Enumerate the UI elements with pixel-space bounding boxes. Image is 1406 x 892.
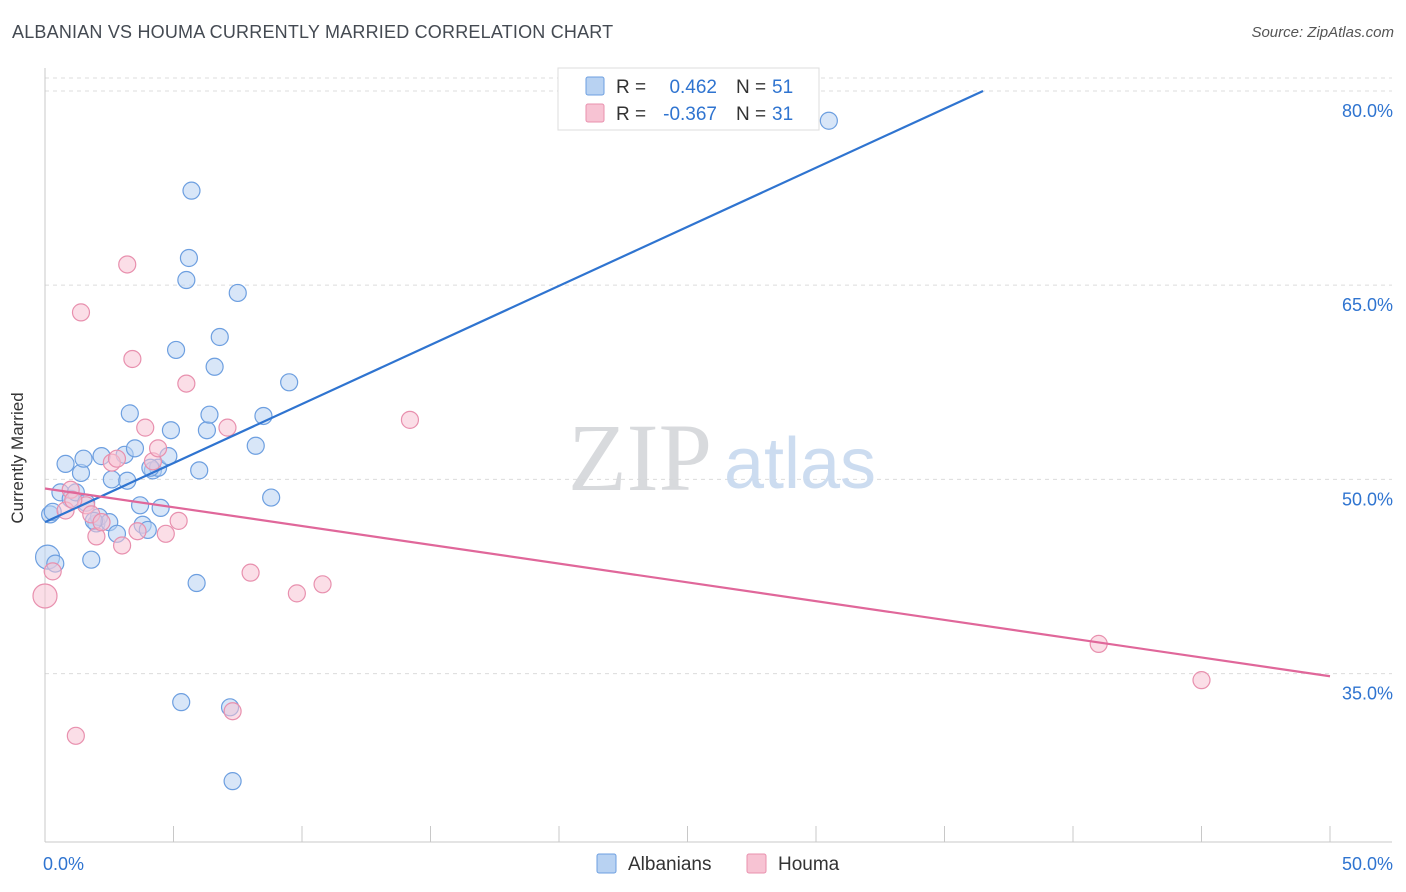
x-tick-label: 50.0% (1342, 854, 1393, 874)
albanians-point (210, 327, 229, 347)
albanians-point (102, 470, 121, 489)
albanians-point (179, 248, 199, 268)
houma-point (1192, 671, 1211, 690)
houma-point (43, 562, 62, 581)
houma-point (71, 303, 91, 322)
albanians-point (223, 772, 242, 791)
albanians-point (130, 496, 150, 515)
legend-swatch-houma (746, 853, 767, 874)
albanians-point (182, 181, 201, 200)
houma-point (218, 418, 237, 437)
houma-point (136, 418, 155, 437)
albanians-point (172, 693, 191, 712)
x-tick-label: 0.0% (43, 854, 84, 874)
chart-title: ALBANIAN VS HOUMA CURRENTLY MARRIED CORR… (12, 22, 614, 42)
houma-point (112, 536, 132, 555)
stats-n-label: N = (736, 104, 766, 125)
houma-point (287, 584, 306, 603)
albanians-point (161, 421, 181, 440)
stats-swatch (585, 103, 605, 123)
watermark: ZIP atlas (568, 404, 876, 511)
stats-r-value: -0.367 (663, 104, 717, 125)
houma-point (400, 410, 420, 429)
houma-point (32, 583, 58, 609)
stats-swatch (585, 76, 605, 96)
series-legend: Albanians Houma (596, 853, 840, 875)
albanians-point (205, 357, 224, 376)
houma-point (66, 726, 85, 745)
albanians-trend-line (44, 89, 984, 524)
albanians-point (125, 439, 145, 458)
albanians-point (246, 436, 265, 455)
y-tick-label: 80.0% (1342, 101, 1393, 121)
albanians-point (74, 449, 93, 468)
houma-point (128, 522, 147, 541)
stats-n-value: 51 (772, 77, 793, 98)
source-label: Source: ZipAtlas.com (1251, 24, 1394, 41)
stats-r-value: 0.462 (669, 77, 717, 98)
albanians-point (200, 405, 219, 424)
houma-point (148, 439, 168, 458)
albanians-point (177, 270, 196, 290)
houma-point (169, 511, 188, 530)
houma-point (223, 702, 242, 721)
houma-point (156, 524, 175, 543)
legend-label-houma: Houma (778, 854, 840, 875)
albanians-point (280, 373, 299, 392)
albanians-point (187, 573, 206, 593)
trend-lines (44, 89, 1331, 678)
albanians-point (82, 550, 101, 569)
albanians-point (819, 111, 838, 130)
albanians-point (197, 421, 217, 440)
stats-r-label: R = (616, 104, 646, 125)
albanians-point (228, 283, 247, 303)
stats-n-label: N = (736, 77, 766, 98)
y-axis-label: Currently Married (8, 392, 27, 524)
legend-label-albanians: Albanians (628, 854, 711, 875)
albanians-point (120, 404, 139, 423)
houma-point (92, 513, 111, 532)
albanians-point (151, 498, 170, 518)
albanians-point (56, 454, 75, 473)
y-tick-label: 50.0% (1342, 489, 1393, 509)
houma-point (107, 449, 127, 468)
albanians-point (190, 461, 209, 480)
stats-legend: R = 0.462 N = 51 R = -0.367 N = 31 (557, 67, 820, 131)
houma-point (241, 563, 260, 582)
houma-trend-line (44, 487, 1331, 678)
houma-point (313, 575, 332, 594)
legend-swatch-albanians (596, 853, 617, 874)
gridlines (45, 77, 1392, 675)
stats-r-label: R = (616, 77, 646, 98)
houma-point (177, 374, 196, 393)
watermark-zip: ZIP (568, 404, 712, 511)
axes (44, 68, 1392, 843)
stats-n-value: 31 (772, 104, 793, 125)
tick-labels: 35.0% 50.0% 65.0% 80.0% 0.0% 50.0% (43, 101, 1393, 874)
y-tick-label: 35.0% (1342, 684, 1393, 704)
watermark-atlas: atlas (724, 424, 876, 504)
y-tick-label: 65.0% (1342, 295, 1393, 315)
data-points (32, 111, 1211, 791)
houma-point (118, 255, 137, 274)
houma-point (123, 349, 142, 369)
albanians-point (262, 488, 281, 507)
albanians-point (166, 340, 186, 360)
